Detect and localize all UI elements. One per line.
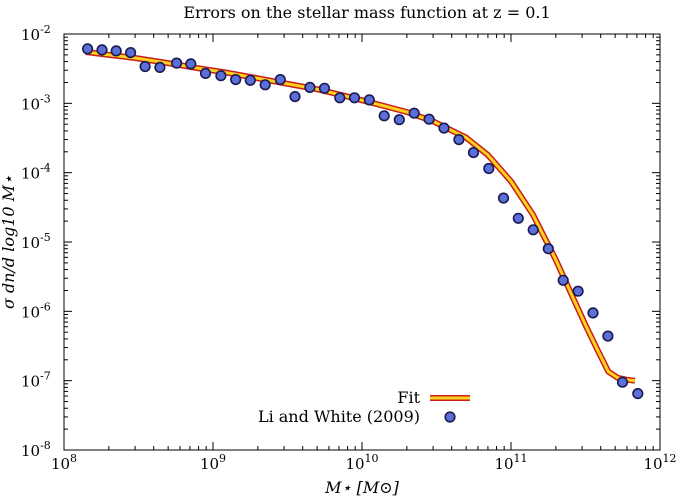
data-point [199, 67, 212, 79]
data-point [512, 212, 524, 224]
x-tick-label: 1011 [494, 452, 527, 473]
data-point [557, 274, 569, 286]
data-point [602, 330, 614, 342]
data-point [616, 376, 629, 388]
y-axis-ticks: 10-8 10-7 10-6 10-5 10-4 10-3 10-2 [21, 23, 660, 460]
legend-label-li-and-white: Li and White (2009) [258, 407, 420, 426]
data-point [467, 147, 480, 159]
fit-line-core [85, 50, 636, 383]
y-tick-label: 10-8 [21, 439, 51, 460]
y-tick-label: 10-4 [21, 162, 51, 183]
y-axis-label: σ dn/d log10 M⋆ [0, 175, 18, 309]
legend-swatch-li-and-white [444, 411, 456, 423]
x-tick-label: 109 [200, 452, 226, 473]
data-point [304, 81, 316, 93]
y-tick-label: 10-7 [21, 370, 51, 391]
data-point [483, 162, 495, 175]
plot-frame [63, 33, 661, 451]
x-tick-label: 108 [51, 452, 77, 473]
y-tick-label: 10-3 [21, 92, 51, 113]
data-point [587, 307, 599, 319]
y-tick-label: 10-6 [21, 300, 51, 321]
data-point [363, 94, 375, 106]
data-point [393, 114, 405, 126]
data-point [542, 243, 554, 255]
data-point [408, 107, 420, 119]
data-point [378, 110, 390, 122]
data-point [572, 285, 584, 297]
data-point [215, 70, 227, 82]
legend-label-fit: Fit [397, 388, 420, 407]
data-point [171, 57, 183, 69]
fit-series-line [85, 49, 636, 384]
data-point [527, 224, 539, 236]
y-tick-label: 10-5 [21, 231, 51, 252]
data-point [632, 388, 644, 400]
data-point [96, 44, 108, 56]
x-tick-label: 1010 [345, 452, 378, 473]
data-point [81, 43, 94, 55]
li-and-white-series-points [81, 43, 644, 400]
y-tick-label: 10-2 [21, 23, 51, 44]
data-point [154, 61, 166, 74]
data-point [438, 122, 450, 134]
data-point [453, 134, 465, 146]
data-point [334, 92, 346, 104]
data-point [274, 73, 286, 86]
data-point [125, 46, 137, 59]
data-point [244, 74, 256, 86]
data-point [139, 60, 151, 73]
chart-title: Errors on the stellar mass function at z… [183, 3, 550, 22]
data-point [185, 58, 197, 70]
data-point [497, 192, 510, 204]
x-tick-label: 1012 [643, 452, 676, 473]
data-point [289, 90, 301, 103]
data-point [259, 79, 271, 91]
legend: Fit Li and White (2009) [258, 388, 470, 426]
data-point [110, 45, 122, 57]
data-point [348, 92, 361, 104]
x-axis-label: M⋆ [M⊙] [324, 478, 400, 497]
data-point [318, 82, 331, 94]
data-point [423, 113, 435, 125]
data-point [230, 73, 242, 86]
